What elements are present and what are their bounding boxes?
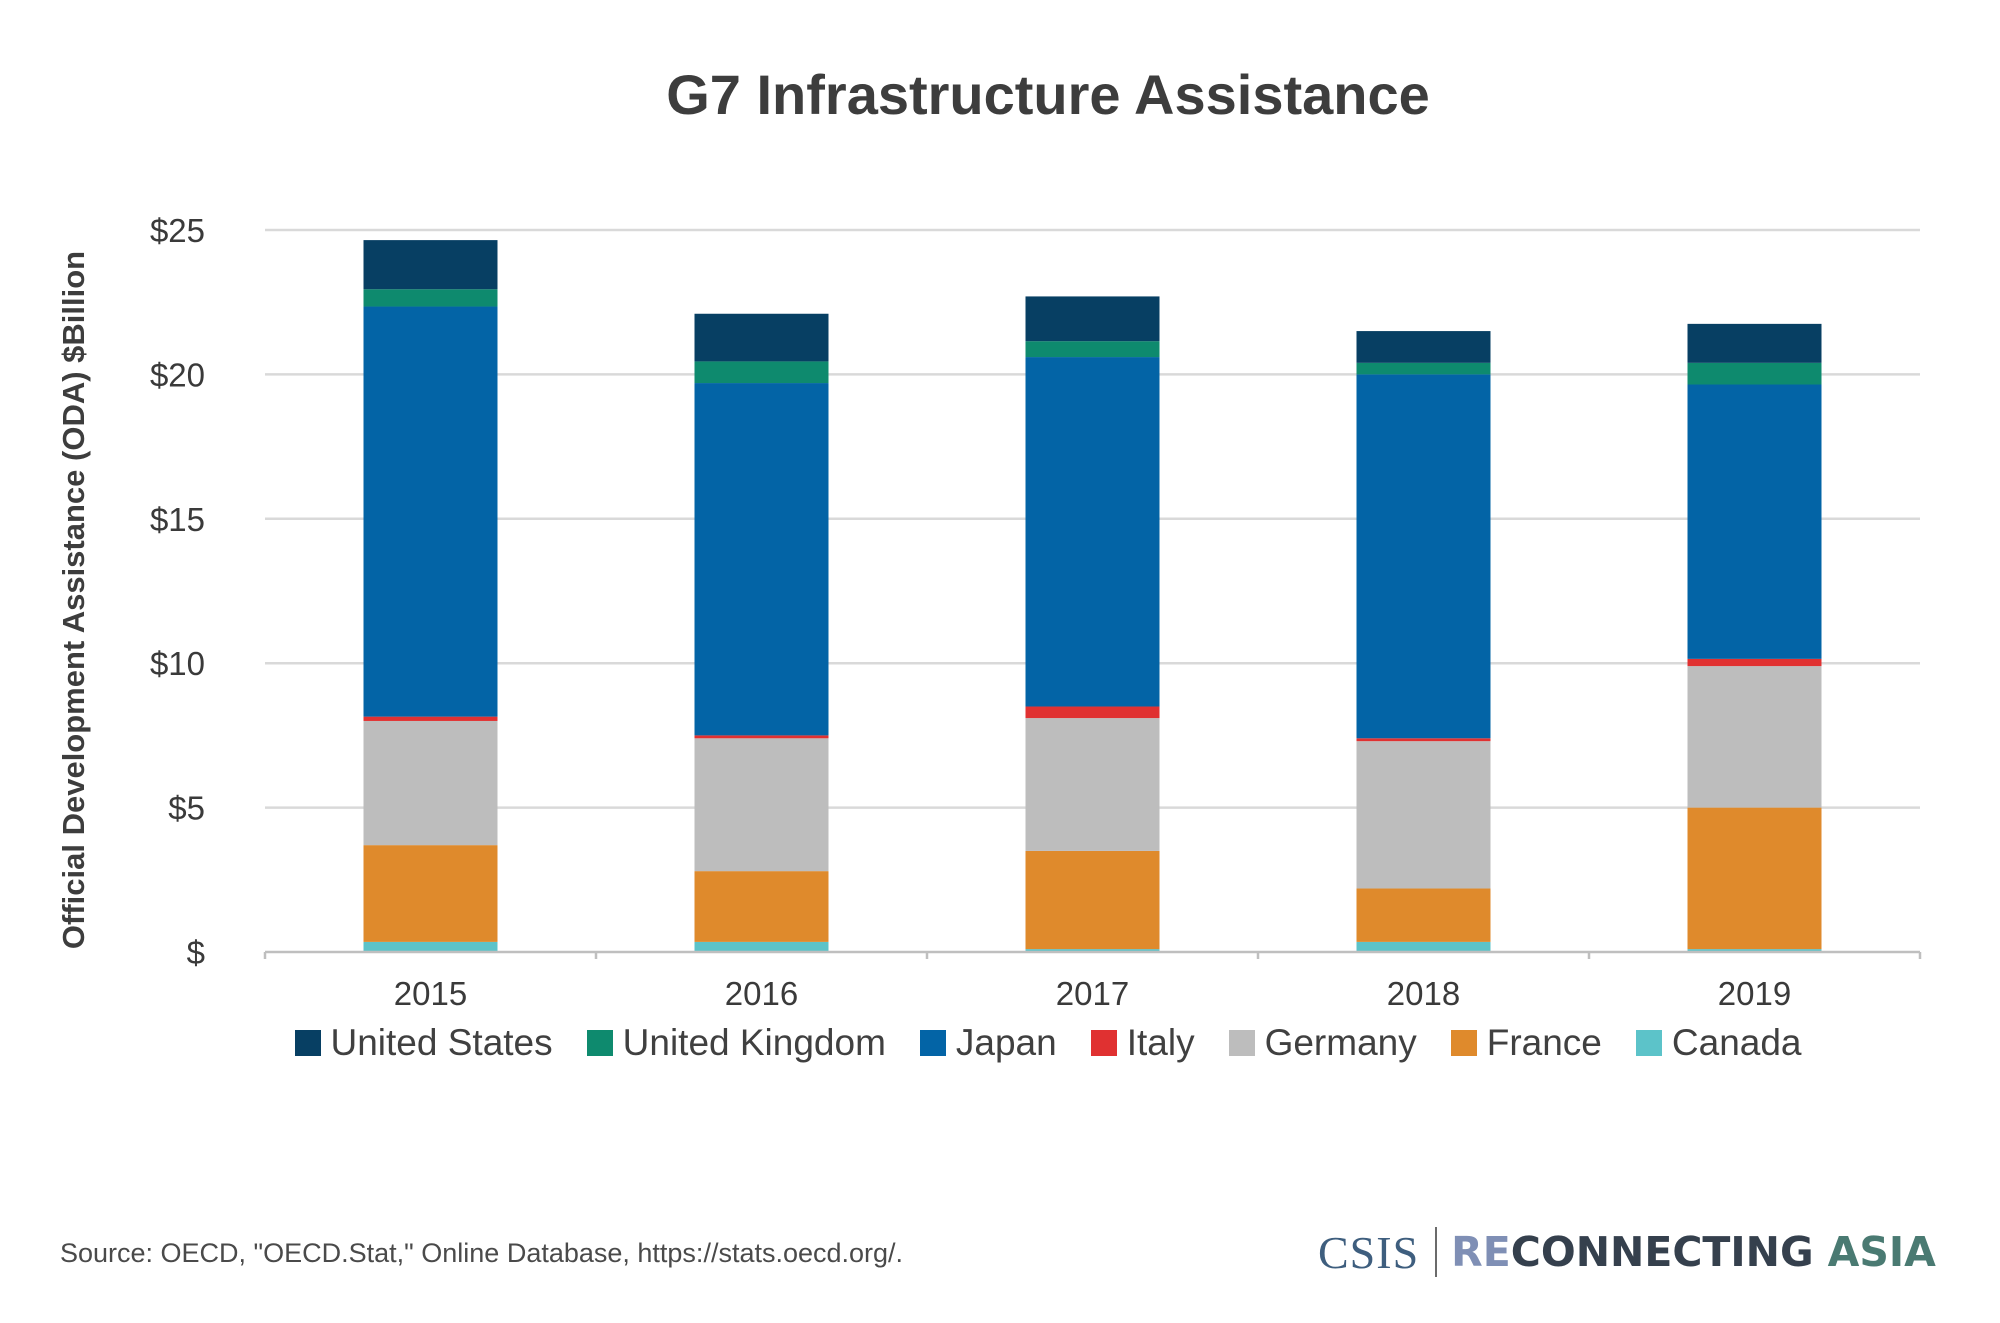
bar-segment-germany (694, 738, 829, 872)
bar-segment-japan (1025, 357, 1160, 707)
legend-item-france: France (1450, 1022, 1602, 1064)
legend-swatch (586, 1030, 613, 1056)
bar-segment-france (694, 871, 829, 942)
bar-segment-italy (1687, 658, 1822, 667)
chart-title: G7 Infrastructure Assistance (666, 63, 1430, 126)
bar-segment-japan (1687, 384, 1822, 659)
legend-swatch (1090, 1030, 1117, 1056)
bar-segment-japan (1356, 374, 1491, 739)
y-tick-label: $20 (150, 356, 205, 393)
bar-segment-france (363, 845, 498, 942)
bar-segment-italy (363, 716, 498, 721)
y-axis-label: Official Development Assistance (ODA) $B… (56, 251, 91, 949)
bar-segment-united-kingdom (1356, 362, 1491, 375)
x-tick-label: 2017 (1056, 975, 1129, 1012)
x-tick-label: 2019 (1718, 975, 1791, 1012)
legend-label: Italy (1126, 1022, 1195, 1063)
bar-segment-canada (1687, 949, 1822, 952)
bar-segment-united-states (1687, 323, 1822, 363)
legend-swatch (1450, 1030, 1477, 1056)
bar-segment-united-states (1356, 331, 1491, 363)
axes: $ $5 $10 $15 $20 $25 2015 2016 2017 2018 2019 (150, 212, 1922, 1012)
bar-segment-united-states (694, 313, 829, 362)
y-tick-label: $5 (168, 790, 205, 827)
bar-segment-germany (363, 720, 498, 846)
legend-swatch (1228, 1030, 1255, 1056)
legend-label: Japan (955, 1022, 1057, 1063)
x-tick-label: 2016 (725, 975, 798, 1012)
legend-item-united-states: United States (294, 1022, 553, 1064)
bars (363, 240, 1822, 952)
bar-segment-italy (1025, 706, 1160, 719)
legend-swatch (1635, 1030, 1662, 1056)
bar-segment-canada (694, 941, 829, 952)
bar-segment-france (1356, 888, 1491, 942)
legend-item-germany: Germany (1228, 1022, 1417, 1064)
legend-label: United Kingdom (622, 1022, 886, 1063)
bar-segment-germany (1356, 741, 1491, 889)
x-tick-label: 2018 (1387, 975, 1460, 1012)
bar-segment-united-kingdom (363, 289, 498, 307)
y-tick-label: $ (187, 934, 205, 971)
logo-divider (1435, 1227, 1438, 1277)
legend-label: France (1486, 1022, 1602, 1063)
legend-swatch (919, 1030, 946, 1056)
bar-segment-united-kingdom (1025, 341, 1160, 358)
bar-segment-canada (1025, 949, 1160, 952)
source-note: Source: OECD, "OECD.Stat," Online Databa… (60, 1238, 904, 1268)
y-tick-label: $15 (150, 501, 205, 538)
legend-item-italy: Italy (1090, 1022, 1195, 1064)
csis-logo-text: CSIS (1318, 1226, 1420, 1278)
legend: United States United Kingdom Japan Italy Ger… (0, 1022, 2000, 1064)
bar-segment-germany (1025, 718, 1160, 851)
y-tick-label: $25 (150, 212, 205, 249)
logo-re: RE (1451, 1228, 1511, 1276)
bar-segment-france (1025, 850, 1160, 950)
legend-item-united-kingdom: United Kingdom (586, 1022, 886, 1064)
bar-segment-italy (694, 735, 829, 739)
legend-item-canada: Canada (1635, 1022, 1802, 1064)
x-tick-label: 2015 (394, 975, 467, 1012)
logo-connecting: CONNECTING (1510, 1228, 1814, 1276)
legend-label: Canada (1671, 1022, 1802, 1063)
legend-swatch (294, 1030, 321, 1056)
bar-segment-united-states (363, 240, 498, 290)
logo-asia: ASIA (1827, 1228, 1936, 1276)
bar-segment-italy (1356, 738, 1491, 742)
brand-logo: CSIS RE CONNECTING ASIA (1318, 1222, 1936, 1282)
bar-segment-united-states (1025, 296, 1160, 342)
legend-label: United States (330, 1022, 553, 1063)
bar-segment-united-kingdom (1687, 362, 1822, 385)
bar-segment-japan (694, 383, 829, 736)
bar-segment-japan (363, 306, 498, 717)
legend-label: Germany (1264, 1022, 1417, 1063)
bar-segment-canada (363, 941, 498, 952)
bar-segment-united-kingdom (694, 361, 829, 384)
bar-segment-france (1687, 807, 1822, 950)
y-tick-label: $10 (150, 645, 205, 682)
bar-segment-canada (1356, 941, 1491, 952)
legend-item-japan: Japan (919, 1022, 1057, 1064)
bar-segment-germany (1687, 666, 1822, 808)
